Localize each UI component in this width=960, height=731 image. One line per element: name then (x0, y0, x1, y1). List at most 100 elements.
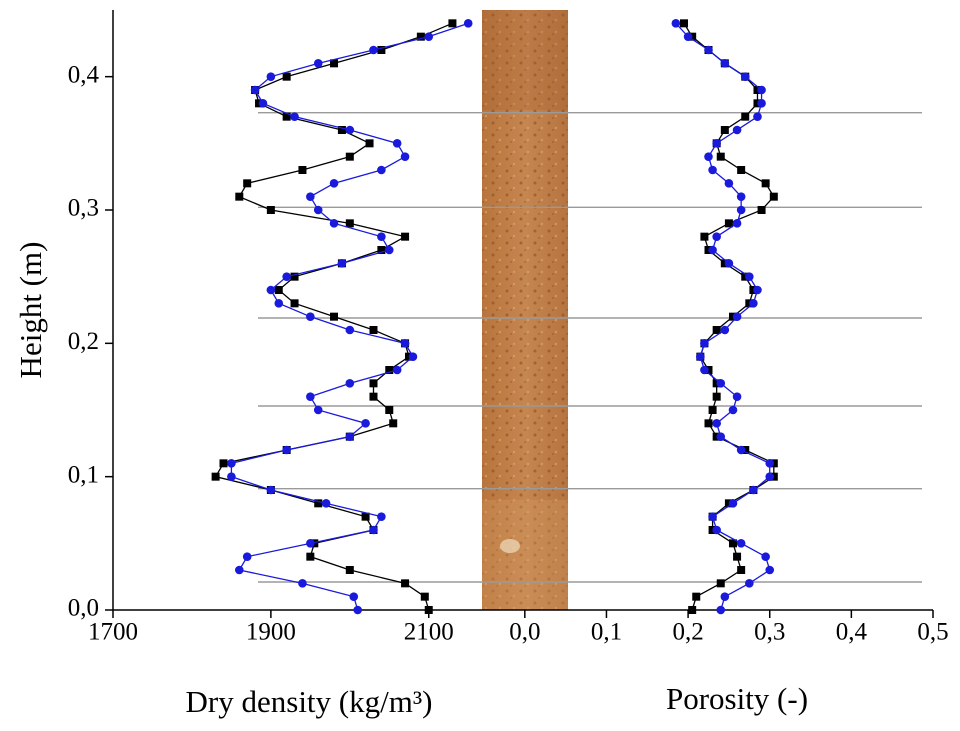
data-point (700, 232, 709, 241)
data-point (704, 152, 713, 161)
data-point (720, 325, 730, 335)
data-point (724, 259, 734, 268)
data-point (400, 152, 410, 161)
data-point (274, 286, 283, 294)
x-tick-label: 1900 (246, 619, 296, 646)
data-point (306, 552, 315, 561)
data-point (330, 59, 339, 68)
data-point (720, 126, 729, 134)
x-tick-label: 0,2 (672, 619, 703, 646)
data-point (353, 605, 363, 615)
data-point (708, 512, 717, 521)
data-point (700, 339, 709, 348)
y-tick-label: 0,3 (68, 195, 99, 222)
data-point (306, 539, 315, 548)
data-point (683, 32, 693, 41)
data-point (345, 325, 355, 335)
data-point (712, 232, 721, 241)
data-point (736, 205, 746, 215)
data-point (704, 45, 713, 55)
data-point (680, 19, 689, 28)
data-point (463, 19, 473, 28)
data-point (377, 512, 386, 521)
data-point (716, 605, 726, 615)
data-point (266, 485, 276, 495)
data-point (733, 552, 742, 561)
data-point (377, 232, 386, 241)
data-point (227, 459, 236, 468)
data-point (708, 165, 717, 175)
x-tick-label: 0,4 (836, 619, 868, 646)
data-point (745, 579, 754, 588)
data-point (313, 205, 323, 215)
data-point (757, 99, 766, 108)
data-point (377, 46, 386, 54)
data-point (369, 392, 378, 401)
data-point (712, 326, 721, 334)
data-point (377, 165, 386, 175)
data-point (266, 206, 275, 214)
data-point (761, 179, 770, 188)
data-point (250, 85, 260, 95)
data-point (769, 192, 778, 201)
data-point (757, 206, 766, 214)
data-point (345, 152, 354, 161)
data-point (671, 19, 681, 28)
data-point (349, 592, 359, 601)
data-point (392, 365, 402, 375)
data-point (377, 246, 386, 254)
data-point (448, 19, 457, 28)
data-point (720, 592, 730, 601)
data-point (392, 139, 402, 148)
data-point (330, 312, 339, 321)
data-point (282, 445, 291, 455)
data-point (313, 405, 323, 415)
data-point (290, 272, 299, 281)
data-point (298, 166, 307, 174)
series (680, 19, 778, 614)
data-point (329, 179, 339, 188)
data-point (266, 72, 276, 81)
data-point (737, 566, 746, 574)
data-point (329, 219, 339, 228)
data-point (258, 99, 268, 108)
x-tick-label: 0,1 (591, 619, 622, 646)
data-point (345, 125, 355, 135)
data-point (345, 379, 355, 388)
data-point (765, 472, 775, 481)
data-point (732, 312, 742, 321)
x-tick-label: 0,0 (509, 619, 540, 646)
data-point (708, 406, 717, 414)
data-point (424, 32, 434, 41)
data-point (243, 179, 252, 188)
data-point (736, 445, 746, 455)
data-point (704, 419, 713, 428)
data-point (266, 285, 276, 295)
series (227, 19, 473, 615)
data-point (761, 552, 770, 561)
data-point (688, 606, 697, 614)
series-line (675, 22, 771, 611)
data-point (219, 459, 228, 468)
data-point (716, 379, 726, 388)
data-point (400, 339, 410, 348)
data-point (369, 379, 378, 388)
data-point (306, 312, 315, 321)
data-point (424, 606, 433, 614)
data-point (708, 245, 717, 255)
x-tick-label: 0,5 (917, 619, 948, 646)
data-point (314, 499, 323, 508)
data-point (749, 299, 758, 308)
y-tick-label: 0,4 (68, 61, 100, 88)
x-tick-label: 2100 (404, 619, 454, 646)
data-point (416, 32, 425, 41)
series (671, 19, 775, 615)
data-point (728, 539, 737, 548)
data-point (313, 59, 323, 68)
data-point (235, 192, 244, 201)
data-point (757, 85, 766, 95)
series-line (683, 22, 775, 611)
data-point (227, 472, 236, 481)
data-point (290, 299, 299, 308)
data-point (290, 112, 299, 121)
